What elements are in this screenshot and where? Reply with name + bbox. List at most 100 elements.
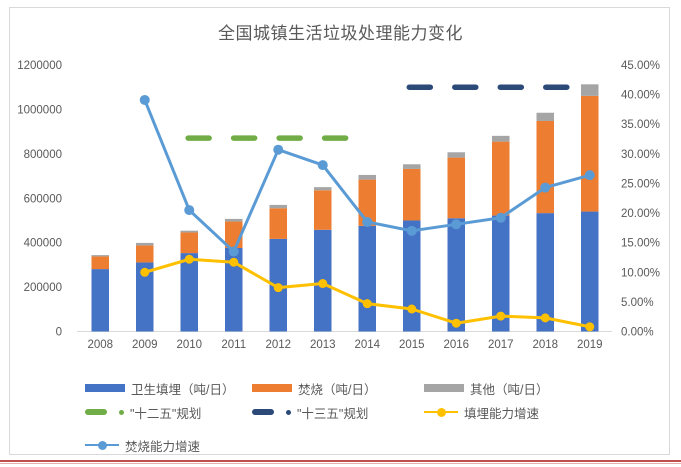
legend-item-incineration-growth: 焚烧能力增速 [85,437,201,454]
incineration-legend-marker-icon [252,384,292,392]
bar-incineration-2009 [136,245,154,263]
point-incineration-growth-6 [406,225,417,236]
bar-landfill-2014 [358,225,376,332]
chart-legend: 卫生填埋（吨/日） 焚烧（吨/日） 其他（吨/日） "十二五"规划 "十三五"规划 填埋能… [85,380,660,458]
legend-label-fyp12: "十二五"规划 [130,406,202,421]
x-axis-tick: 2010 [176,339,202,351]
left-axis-tick: 800000 [24,149,62,161]
legend-item-fyp12: "十二五"规划 [85,404,202,421]
bar-other-2016 [447,152,465,158]
bar-incineration-2010 [180,232,198,254]
right-axis-tick: 25.00% [621,178,660,190]
chart-frame [9,7,670,455]
x-axis-tick: 2017 [488,339,514,351]
right-axis-tick: 10.00% [621,267,660,279]
bar-other-2008 [91,255,109,257]
x-axis-tick: 2008 [87,339,113,351]
point-landfill-growth-1 [184,254,194,264]
legend-item-fyp13: "十三五"规划 [252,404,369,421]
bar-other-2009 [136,242,154,246]
legend-label-landfill: 卫生填埋（吨/日） [131,382,235,397]
legend-item-incineration: 焚烧（吨/日） [252,380,377,397]
bar-landfill-2010 [180,253,198,332]
bar-landfill-2018 [536,213,554,332]
bar-landfill-2015 [403,220,421,332]
right-axis-tick: 40.00% [621,90,660,102]
bar-other-2019 [581,84,599,96]
point-landfill-growth-0 [140,267,150,277]
bar-incineration-2016 [447,157,465,219]
bar-other-2010 [180,230,198,233]
point-landfill-growth-4 [318,279,328,289]
x-axis-tick: 2013 [310,339,336,351]
legend-label-landfill-growth: 填埋能力增速 [464,406,540,421]
right-axis-tick: 20.00% [621,208,660,220]
left-axis-tick: 400000 [24,238,62,250]
incineration-growth-legend-marker-icon [85,440,119,450]
left-axis-tick: 1000000 [17,104,62,116]
fyp12-legend-marker-icon [85,409,124,415]
bar-incineration-2017 [492,141,510,216]
x-axis-tick: 2014 [354,339,380,351]
legend-label-other: 其他（吨/日） [470,382,549,397]
x-axis-tick: 2012 [265,339,291,351]
legend-item-landfill-growth: 填埋能力增速 [424,404,540,421]
bar-other-2017 [492,135,510,142]
point-incineration-growth-1 [184,205,195,216]
bar-landfill-2016 [447,218,465,332]
point-landfill-growth-2 [229,257,239,267]
point-landfill-growth-5 [362,299,372,309]
point-incineration-growth-5 [362,216,373,227]
bar-landfill-2011 [225,247,243,332]
bar-incineration-2012 [269,208,287,239]
legend-label-fyp13: "十三五"规划 [297,406,369,421]
bar-other-2015 [403,164,421,169]
x-axis-tick: 2016 [443,339,469,351]
point-landfill-growth-7 [451,318,461,328]
point-incineration-growth-2 [228,246,239,257]
x-axis-tick: 2009 [132,339,158,351]
left-axis-tick: 0 [56,327,62,339]
point-landfill-growth-6 [407,304,417,314]
x-axis-tick: 2019 [577,339,603,351]
legend-label-incineration-growth: 焚烧能力增速 [125,439,201,454]
point-incineration-growth-7 [451,219,462,230]
bar-incineration-2013 [314,190,332,230]
right-axis-tick: 0.00% [621,327,654,339]
left-axis-tick: 200000 [24,282,62,294]
bar-other-2012 [269,204,287,209]
point-landfill-growth-10 [585,322,595,332]
legend-item-landfill: 卫生填埋（吨/日） [85,380,235,397]
right-axis-tick: 35.00% [621,119,660,131]
point-landfill-growth-8 [496,311,506,321]
chart-title: 全国城镇生活垃圾处理能力变化 [218,24,463,43]
x-axis-tick: 2011 [221,339,246,351]
legend-row-1: 卫生填埋（吨/日） 焚烧（吨/日） 其他（吨/日） [85,380,660,397]
legend-row-2: "十二五"规划 "十三五"规划 填埋能力增速 [85,404,660,421]
left-axis-tick: 1200000 [17,60,62,72]
legend-row-3: 焚烧能力增速 [85,437,660,454]
point-incineration-growth-9 [540,182,551,193]
right-axis-tick: 5.00% [621,297,654,309]
other-legend-marker-icon [424,384,464,392]
legend-label-incineration: 焚烧（吨/日） [298,382,377,397]
point-incineration-growth-0 [139,94,150,105]
point-landfill-growth-3 [273,283,283,293]
right-axis-tick: 15.00% [621,238,660,250]
point-incineration-growth-10 [584,170,595,181]
bar-incineration-2015 [403,168,421,221]
landfill-legend-marker-icon [85,384,125,392]
x-axis-tick: 2015 [399,339,425,351]
bar-landfill-2017 [492,215,510,332]
point-incineration-growth-4 [317,160,328,171]
point-incineration-growth-8 [495,212,506,223]
document-red-rule-bottom [0,462,681,465]
right-axis-tick: 45.00% [621,60,660,72]
bar-other-2013 [314,187,332,191]
bar-landfill-2019 [581,211,599,332]
bar-other-2011 [225,218,243,222]
bar-landfill-2009 [136,262,154,332]
right-axis-tick: 30.00% [621,149,660,161]
